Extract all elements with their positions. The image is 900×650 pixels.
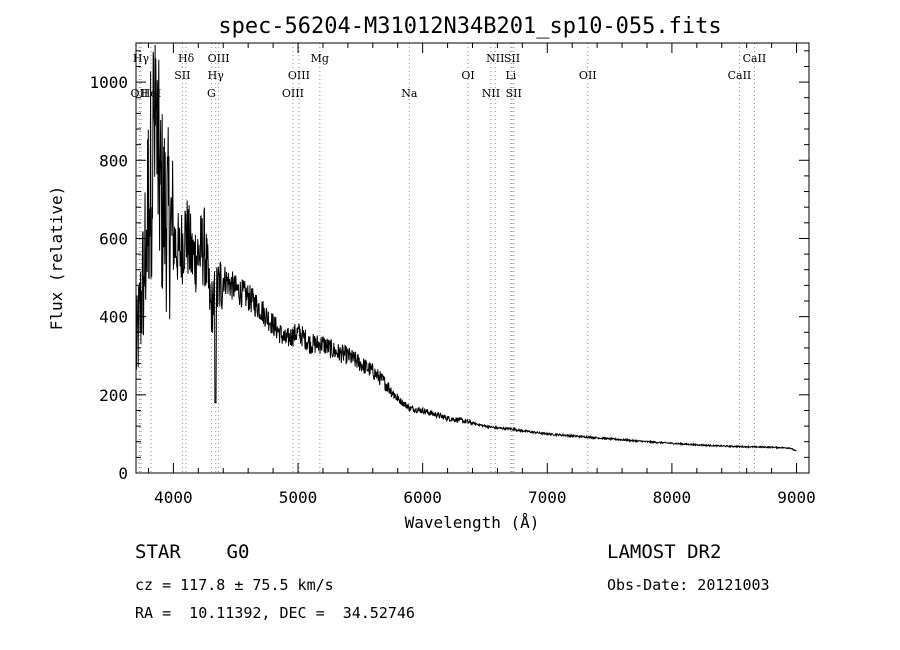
line-label: CaII (743, 52, 767, 65)
line-label: CaII (728, 69, 752, 82)
y-tick-label: 200 (99, 386, 128, 405)
x-tick-label: 8000 (653, 488, 692, 507)
y-axis-ticks: 0 200 400 600 800 1000 (89, 50, 809, 483)
line-label: NII (486, 52, 504, 65)
line-label: OII (579, 69, 597, 82)
line-label: SII (174, 69, 190, 82)
spectrum-series (135, 44, 797, 452)
redshift-text: cz = 117.8 ± 75.5 km/s (135, 576, 334, 594)
line-label: Mg (311, 52, 329, 65)
y-axis-label: Flux (relative) (47, 186, 66, 331)
plot-frame (135, 42, 810, 474)
y-tick-label: 0 (118, 464, 128, 483)
object-class: STAR G0 (135, 541, 250, 563)
line-label: Hγ (133, 52, 150, 65)
line-label: SII (506, 87, 522, 100)
line-label: OI (461, 69, 474, 82)
spectrum-line (135, 44, 797, 452)
line-label: OIII (282, 87, 304, 100)
line-label: NII (482, 87, 500, 100)
line-label: SII (504, 52, 520, 65)
y-tick-label: 1000 (89, 73, 128, 92)
obs-date: Obs-Date: 20121003 (607, 576, 770, 594)
line-label: OII (131, 87, 149, 100)
x-tick-label: 5000 (279, 488, 318, 507)
line-label: Li (505, 69, 516, 82)
line-label: Hδ (178, 52, 195, 65)
line-label: OIII (288, 69, 310, 82)
y-tick-label: 400 (99, 308, 128, 327)
line-label: Na (401, 87, 418, 100)
x-tick-label: 9000 (777, 488, 816, 507)
x-tick-label: 4000 (154, 488, 193, 507)
y-tick-label: 800 (99, 151, 128, 170)
x-axis-label: Wavelength (Å) (405, 513, 540, 532)
x-axis-ticks: 4000 5000 6000 7000 8000 9000 (147, 43, 816, 507)
chart-title: spec-56204-M31012N34B201_sp10-055.fits (218, 14, 721, 39)
x-tick-label: 7000 (528, 488, 567, 507)
y-tick-label: 600 (99, 229, 128, 248)
x-tick-label: 6000 (403, 488, 442, 507)
coordinates: RA = 10.11392, DEC = 34.52746 (135, 604, 415, 622)
line-label: Hγ (208, 69, 225, 82)
survey-name: LAMOST DR2 (607, 541, 722, 563)
line-label: OIII (208, 52, 230, 65)
line-label: G (207, 87, 216, 100)
